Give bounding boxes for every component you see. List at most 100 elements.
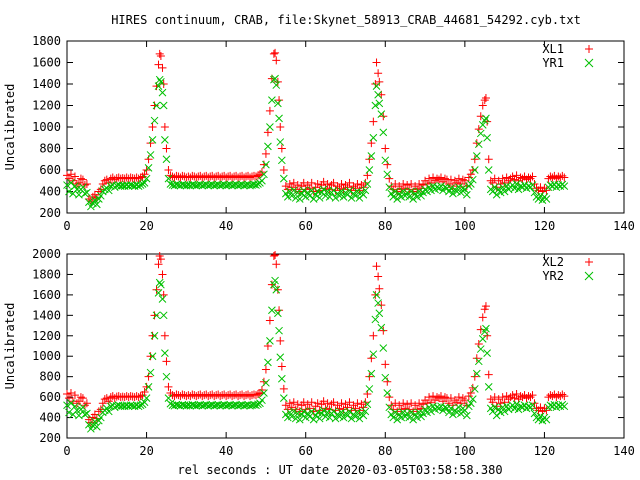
data-point (514, 176, 523, 185)
data-point (265, 106, 274, 115)
data-point (409, 415, 417, 424)
bottom-plot-panel: 200 400 600 800 1000 1200 1400 1600 1800 2000 0 20 4… (3, 247, 635, 458)
data-point (106, 393, 115, 402)
data-point (558, 171, 567, 180)
data-point (449, 189, 457, 198)
data-point (264, 358, 272, 367)
data-point (478, 334, 487, 343)
data-point (546, 172, 555, 181)
x-tick-label: 120 (534, 444, 556, 458)
data-point (560, 173, 569, 182)
data-point (150, 331, 159, 340)
data-point (343, 183, 352, 192)
data-point (425, 393, 434, 402)
data-point (371, 101, 380, 110)
data-point (104, 178, 113, 187)
data-point (164, 174, 173, 183)
y-tick-label: 800 (39, 370, 61, 384)
data-point (518, 174, 527, 183)
data-point (279, 174, 288, 183)
y-axis-label: Uncalibrated (3, 84, 17, 171)
data-point (154, 260, 163, 269)
data-point (472, 152, 481, 160)
data-point (544, 174, 553, 183)
x-tick-label: 100 (454, 444, 476, 458)
data-point (383, 389, 392, 397)
data-point (367, 152, 376, 160)
data-point (518, 393, 527, 402)
data-point (470, 155, 479, 164)
data-point (140, 179, 149, 187)
data-point (272, 56, 281, 65)
data-point (560, 182, 569, 190)
data-point (249, 171, 258, 180)
data-point (554, 172, 563, 181)
data-point (63, 171, 71, 180)
data-point (76, 174, 85, 183)
data-point (502, 173, 511, 182)
top-plot-panel: 200 400 600 800 1000 1200 1400 1600 1800 0 20 40 60 8… (3, 34, 635, 233)
data-point (258, 396, 266, 405)
data-point (361, 186, 370, 195)
data-point (289, 398, 298, 407)
data-point (164, 382, 173, 391)
y-tick-label: 1200 (32, 329, 61, 343)
data-point (395, 401, 404, 410)
data-point (267, 280, 276, 289)
x-tick-label: 0 (63, 219, 70, 233)
data-point (542, 415, 551, 424)
data-point (154, 82, 163, 91)
data-point (148, 352, 157, 361)
data-point (512, 180, 521, 188)
data-point (355, 194, 364, 202)
data-point (157, 77, 165, 86)
data-point (385, 403, 394, 412)
data-point (118, 174, 127, 183)
data-point (134, 402, 143, 411)
y-tick-label: 400 (39, 411, 61, 425)
data-point (506, 174, 515, 183)
data-point (272, 81, 281, 89)
data-point (303, 181, 312, 190)
data-point (277, 362, 286, 371)
data-point (269, 252, 278, 261)
data-point (307, 178, 316, 187)
data-point (277, 374, 286, 383)
data-point (81, 410, 89, 419)
data-point (299, 407, 308, 416)
data-point (128, 174, 137, 183)
data-point (429, 173, 438, 182)
data-point (476, 325, 485, 334)
data-point (372, 262, 381, 271)
data-point (261, 149, 270, 158)
data-point (188, 390, 197, 399)
data-point (425, 174, 434, 183)
data-point (315, 194, 324, 202)
data-point (389, 193, 398, 201)
data-point (164, 166, 173, 174)
data-point (266, 337, 274, 345)
data-point (266, 123, 274, 131)
data-point (365, 166, 374, 174)
data-point (374, 299, 382, 307)
data-point (98, 399, 107, 408)
data-point (158, 270, 167, 279)
data-point (140, 388, 149, 396)
data-point (281, 401, 290, 410)
data-point (155, 75, 164, 84)
data-point (90, 190, 99, 199)
data-point (454, 174, 463, 183)
data-point (140, 398, 149, 407)
data-point (472, 354, 481, 363)
data-point (246, 173, 255, 182)
data-point (255, 170, 264, 179)
data-point (554, 391, 563, 400)
data-point (268, 306, 276, 315)
data-point (134, 393, 143, 402)
data-point (98, 179, 107, 188)
data-point (457, 409, 465, 418)
data-point (268, 96, 276, 104)
data-point (303, 400, 312, 409)
data-point (323, 179, 332, 188)
data-point (544, 393, 553, 402)
